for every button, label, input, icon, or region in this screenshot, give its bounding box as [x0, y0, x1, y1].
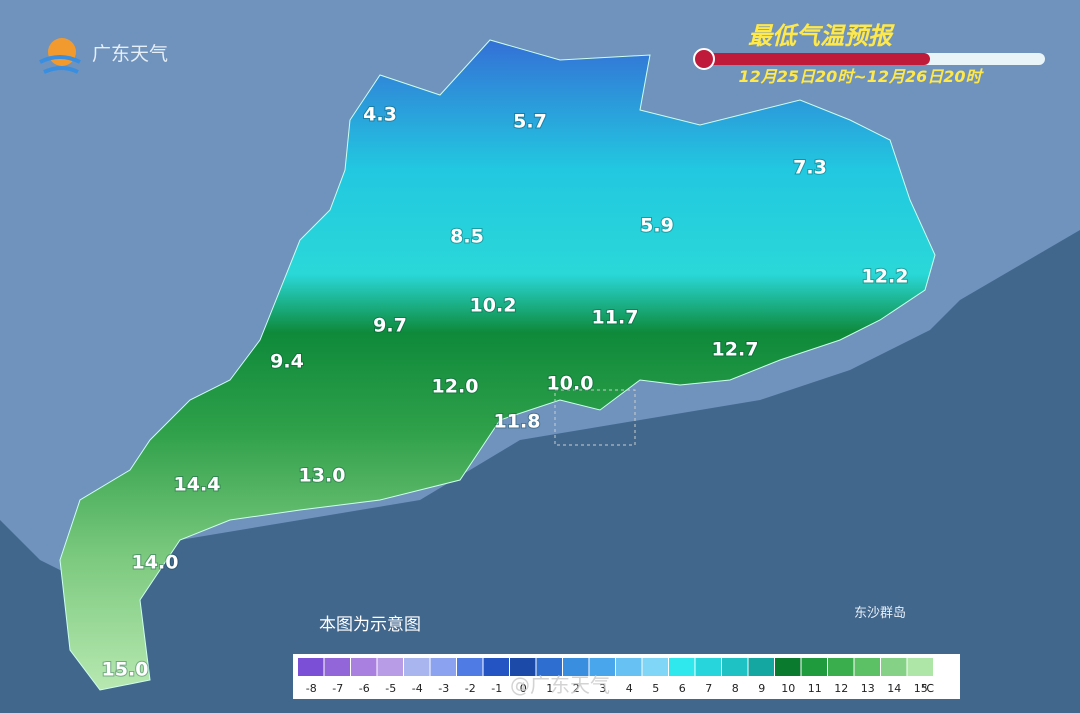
legend-swatch	[907, 658, 933, 676]
temp-label: 14.0	[132, 552, 179, 574]
hk-box	[554, 389, 636, 446]
legend-swatch	[854, 658, 880, 676]
legend-swatch	[377, 658, 403, 676]
legend-swatch	[589, 658, 615, 676]
legend-swatch	[669, 658, 695, 676]
legend-swatch	[828, 658, 854, 676]
legend-swatch	[722, 658, 748, 676]
legend-swatch	[695, 658, 721, 676]
legend-swatch	[563, 658, 589, 676]
temp-label: 8.5	[450, 226, 484, 248]
logo-text: 广东天气	[92, 43, 168, 65]
legend-label: 12	[834, 682, 848, 695]
watermark: @广东天气	[510, 673, 610, 697]
temp-label: 11.8	[494, 411, 541, 433]
legend-swatch	[510, 658, 536, 676]
legend-label: -1	[491, 682, 502, 695]
temp-label: 9.4	[270, 351, 304, 373]
legend-swatch	[748, 658, 774, 676]
logo-wave	[39, 55, 81, 74]
temp-label: 9.7	[373, 315, 407, 337]
temp-label: 12.2	[862, 266, 909, 288]
title-bar-fill	[700, 53, 930, 65]
legend-swatch	[801, 658, 827, 676]
legend-label: 5	[652, 682, 659, 695]
legend-label: 13	[861, 682, 875, 695]
legend-swatch	[881, 658, 907, 676]
legend-swatch	[457, 658, 483, 676]
legend-label: -2	[465, 682, 476, 695]
legend-label: -8	[306, 682, 317, 695]
title: 最低气温预报	[748, 22, 895, 50]
legend-label: -3	[438, 682, 449, 695]
logo-sun	[48, 38, 76, 66]
legend-label: 3	[599, 682, 606, 695]
legend-swatch	[324, 658, 350, 676]
logo: 广东天气	[39, 38, 168, 74]
temp-label: 5.7	[513, 111, 547, 133]
temp-label: 10.2	[470, 295, 517, 317]
legend-swatch	[483, 658, 509, 676]
legend-swatch	[642, 658, 668, 676]
temp-label: 14.4	[174, 474, 221, 496]
legend-label: -4	[412, 682, 423, 695]
temp-label: 15.0	[102, 659, 149, 681]
temp-label: 4.3	[363, 104, 397, 126]
legend-label: 8	[732, 682, 739, 695]
temp-label: 13.0	[299, 465, 346, 487]
guangdong	[59, 39, 936, 691]
legend-label: 11	[808, 682, 822, 695]
legend-swatch	[536, 658, 562, 676]
legend-swatch	[298, 658, 324, 676]
legend-label: 14	[887, 682, 901, 695]
legend-label: 1	[546, 682, 553, 695]
legend-unit: ℃	[922, 682, 934, 695]
temp-label: 5.9	[640, 215, 674, 237]
legend-label: 4	[626, 682, 633, 695]
legend-label: 0	[520, 682, 527, 695]
legend-label: 15	[914, 682, 928, 695]
title-ball	[693, 48, 715, 70]
legend-swatch	[616, 658, 642, 676]
temp-label: 12.7	[712, 339, 759, 361]
temp-label: 7.3	[793, 157, 827, 179]
legend-swatch	[351, 658, 377, 676]
legend-label: 9	[758, 682, 765, 695]
period: 12月25日20时~12月26日20时	[738, 67, 984, 86]
legend-label: 7	[705, 682, 712, 695]
legend-swatch	[430, 658, 456, 676]
note: 本图为示意图	[319, 615, 421, 635]
legend-label: 10	[781, 682, 795, 695]
legend-label: 6	[679, 682, 686, 695]
temp-label: 11.7	[592, 307, 639, 329]
legend-label: -7	[332, 682, 343, 695]
legend-swatch	[404, 658, 430, 676]
legend-swatch	[775, 658, 801, 676]
legend-label: 2	[573, 682, 580, 695]
legend-label: -6	[359, 682, 370, 695]
legend-label: -5	[385, 682, 396, 695]
temp-label: 10.0	[547, 373, 594, 395]
temp-label: 12.0	[432, 376, 479, 398]
island-label: 东沙群岛	[854, 605, 906, 621]
